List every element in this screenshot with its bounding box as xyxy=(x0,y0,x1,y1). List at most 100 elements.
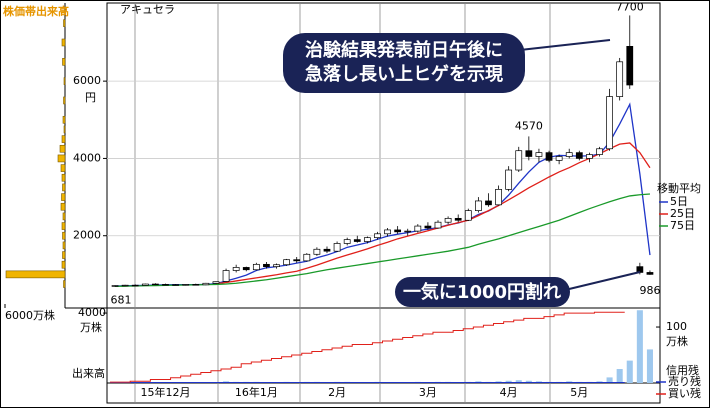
volume-unit: 万株 xyxy=(666,334,688,348)
candle-body xyxy=(394,229,402,233)
volume-bar xyxy=(525,380,532,383)
candle-body xyxy=(162,284,169,286)
candle-body xyxy=(424,225,432,229)
legend-label: 5日 xyxy=(670,195,688,208)
volume-by-price-bar xyxy=(63,77,66,85)
candle-body xyxy=(152,283,159,286)
candle-body xyxy=(505,169,513,190)
candle-body xyxy=(555,156,563,161)
candle-body xyxy=(333,243,341,252)
candle-body xyxy=(515,150,523,171)
volume-by-price-bar xyxy=(62,212,66,221)
y-tick-label: 4000 xyxy=(73,151,101,164)
volume-bar xyxy=(626,360,633,383)
callout-box xyxy=(283,33,525,93)
volume-by-price-bar xyxy=(60,164,66,172)
volume-bar xyxy=(646,349,653,383)
volume-by-price-bar xyxy=(62,115,66,124)
volume-by-price-bar xyxy=(62,231,66,240)
candle-body xyxy=(182,284,190,286)
callout-pointer xyxy=(564,271,641,291)
margin-tick-label: 4000 xyxy=(78,306,106,319)
candle-body xyxy=(283,259,290,266)
y-tick-label: 6000 xyxy=(73,74,101,87)
candle-body xyxy=(404,230,412,233)
volume-by-price-title: 株価帯出来高 xyxy=(3,4,69,18)
candle-body xyxy=(535,152,543,157)
candle-body xyxy=(343,239,351,244)
chart-title: アキュセラ xyxy=(120,3,175,16)
x-tick-label: 15年12月 xyxy=(141,385,191,399)
candle-body xyxy=(374,233,381,239)
volume-bar xyxy=(505,380,512,383)
x-tick-label: 5月 xyxy=(570,386,588,399)
candle-body xyxy=(485,200,492,206)
volume-bar xyxy=(515,380,522,383)
price-label: 7700 xyxy=(616,0,644,13)
volume-bar xyxy=(636,310,643,383)
volume-by-price-bar xyxy=(61,135,66,143)
volume-by-price-bar xyxy=(62,251,66,259)
candle-body xyxy=(212,281,220,284)
margin-line xyxy=(110,311,625,383)
volume-bar xyxy=(606,377,613,383)
volume-by-price-bar xyxy=(63,19,66,27)
candle-body xyxy=(475,200,482,211)
x-tick-label: 16年1月 xyxy=(235,385,278,399)
candle-body xyxy=(454,217,462,221)
candle-body xyxy=(353,239,361,242)
callout-text: 治験結果発表前日午後に xyxy=(305,39,503,61)
price-label: 986 xyxy=(639,284,660,297)
ma-legend-title: 移動平均 xyxy=(657,181,701,195)
callout-pointer xyxy=(519,39,611,51)
volume-label: 出来高 xyxy=(72,366,105,380)
candle-body xyxy=(596,148,603,155)
volume-by-price-bar xyxy=(59,144,66,153)
candle-body xyxy=(242,267,250,271)
candle-body xyxy=(111,285,119,287)
candle-body xyxy=(434,221,442,229)
candle-body xyxy=(323,248,331,252)
plot-frame xyxy=(106,2,661,404)
candle-body xyxy=(586,154,593,159)
x-tick-label: 4月 xyxy=(500,386,518,399)
x-tick-label: 2月 xyxy=(328,386,346,399)
volume-by-price-bar xyxy=(61,260,66,269)
candle-body xyxy=(263,263,270,267)
candle-body xyxy=(313,248,321,255)
x-tick-label: 3月 xyxy=(419,386,437,399)
candle-body xyxy=(121,284,129,287)
candle-body xyxy=(222,270,230,282)
volume-by-price-bar xyxy=(63,125,66,134)
volume-by-price-bar xyxy=(57,154,66,163)
volume-by-price-bar xyxy=(61,193,66,201)
candle-body xyxy=(646,272,654,275)
candle-body xyxy=(464,210,472,221)
moving-average-line xyxy=(215,142,651,285)
volume-by-price-bar xyxy=(61,222,66,230)
candle-body xyxy=(192,284,200,286)
candle-body xyxy=(303,253,311,262)
legend-label: 75日 xyxy=(670,219,695,232)
legend-label: 売り残 xyxy=(668,374,701,388)
volume-by-price-bar xyxy=(62,58,66,66)
volume-by-price-bar xyxy=(60,202,66,211)
callout-box xyxy=(395,277,570,307)
candle-body xyxy=(273,264,280,267)
volume-by-price-bar xyxy=(63,96,66,105)
callout-text: 急落し長い上ヒゲを示現 xyxy=(305,63,503,85)
candle-body xyxy=(575,152,583,159)
volume-by-price-bar xyxy=(5,270,66,279)
volume-by-price-bar xyxy=(61,38,66,47)
volume-by-price-bar xyxy=(62,183,66,192)
margin-legend-title: 信用残 xyxy=(666,363,699,377)
candle-body xyxy=(525,150,533,157)
candle-body xyxy=(616,61,624,97)
candle-body xyxy=(172,284,179,286)
candle-body xyxy=(131,284,139,287)
volume-by-price-bar xyxy=(61,173,66,182)
y2-tick-label: 100 xyxy=(666,320,687,333)
price-unit: 円 xyxy=(85,91,96,104)
candle-body xyxy=(495,189,502,206)
